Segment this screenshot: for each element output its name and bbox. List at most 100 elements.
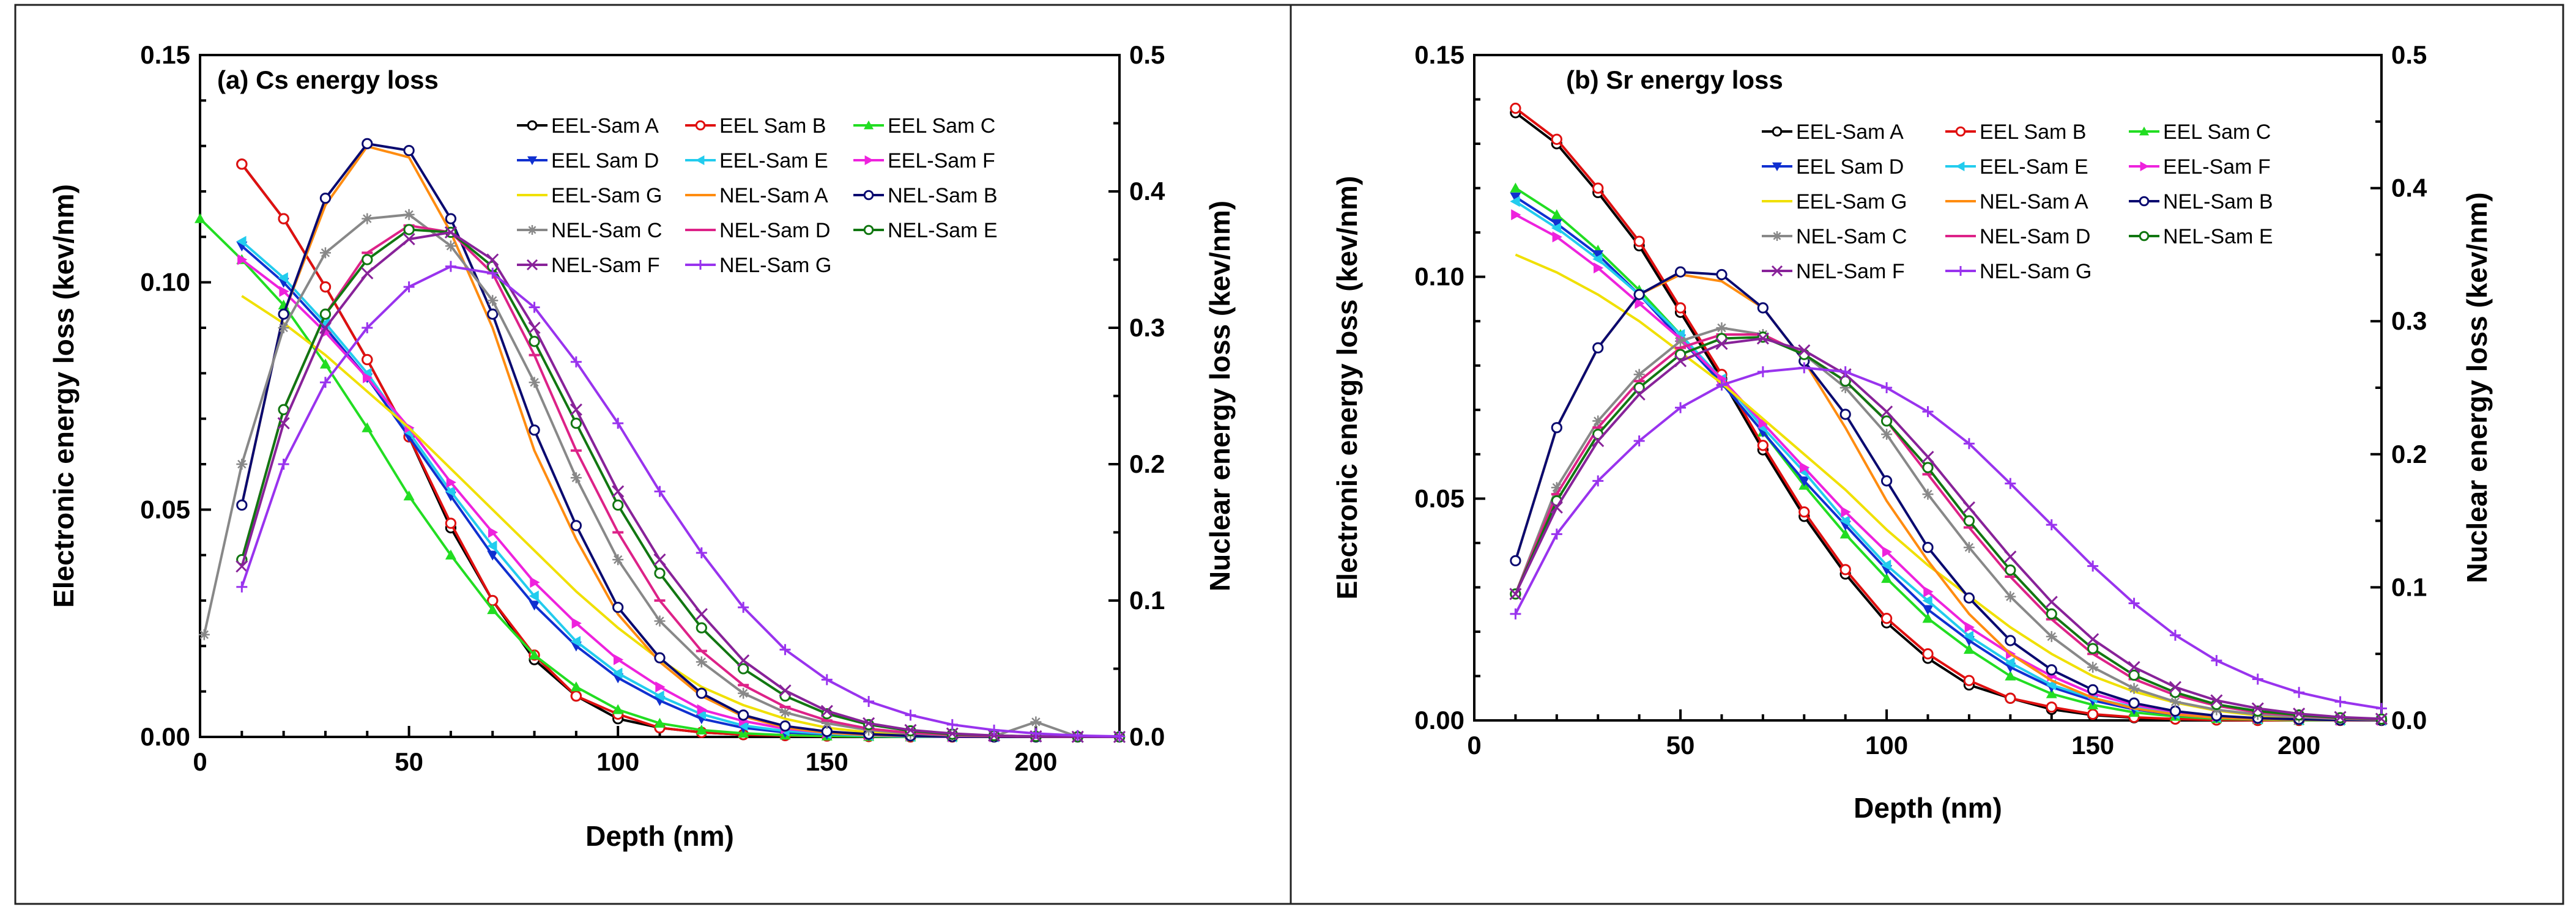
legend-marker <box>863 224 874 235</box>
y-axis-label: Electronic energy loss (kev/nm) <box>1331 176 1363 600</box>
y-tick-label: 0.05 <box>140 495 190 523</box>
series-eel-sam-f <box>1511 209 2387 726</box>
series-line <box>1514 333 2382 721</box>
legend-entry-nel-sam-g: NEL-Sam G <box>1945 260 2092 283</box>
data-point <box>319 358 331 369</box>
data-point <box>2005 657 2015 668</box>
legend-entry-nel-sam-d: NEL-Sam D <box>685 219 830 242</box>
data-point <box>570 403 582 416</box>
series-eel-sam-a <box>236 158 1126 743</box>
data-point <box>905 709 916 721</box>
data-point <box>1963 675 1975 686</box>
legend-marker <box>526 259 538 271</box>
data-point <box>1633 369 1645 380</box>
data-point <box>1674 355 1687 368</box>
data-point <box>236 499 248 511</box>
legend-marker <box>1771 265 1783 277</box>
data-point <box>1757 366 1769 377</box>
y-axis-label: Electronic energy loss (kev/nm) <box>48 184 80 608</box>
series-eel-sam-d <box>1510 192 2387 726</box>
data-point <box>1841 506 1851 518</box>
data-point <box>2169 705 2181 717</box>
data-point <box>2046 701 2057 713</box>
data-point <box>403 232 415 246</box>
data-point <box>1922 648 1934 660</box>
data-point <box>446 476 456 488</box>
series-eel-sam-c <box>1510 182 2387 725</box>
data-point <box>529 590 539 602</box>
legend-marker <box>527 120 538 131</box>
data-point <box>1551 222 1562 234</box>
chart-title: (a) Cs energy loss <box>217 65 439 94</box>
data-point <box>612 499 624 511</box>
data-point <box>612 554 624 566</box>
data-point <box>1800 462 1810 473</box>
legend-marker <box>2139 127 2149 136</box>
legend-label: EEL-Sam A <box>1796 120 1904 144</box>
legend-label: EEL-Sam G <box>551 184 662 207</box>
data-point <box>904 723 917 736</box>
data-point <box>2169 629 2181 641</box>
data-point <box>1839 564 1851 575</box>
data-point <box>403 281 415 293</box>
series-line <box>1515 253 2382 722</box>
data-point <box>1635 298 1645 309</box>
series-line <box>240 240 1119 738</box>
data-point <box>278 322 289 333</box>
y-tick-label: 0.00 <box>140 722 190 751</box>
y2-tick-label: 0.1 <box>1129 586 1165 615</box>
data-point <box>362 422 373 432</box>
data-point <box>1963 515 1975 527</box>
data-point <box>2045 596 2058 608</box>
data-point <box>530 577 540 588</box>
data-point <box>1922 462 1934 473</box>
data-point <box>2128 669 2140 681</box>
legend-label: EEL Sam C <box>888 114 995 138</box>
data-point <box>1922 613 1934 623</box>
data-point <box>528 321 541 335</box>
data-point <box>403 144 415 157</box>
series-line <box>240 224 1119 738</box>
data-point <box>779 720 791 732</box>
y-tick-label: 0.15 <box>1414 40 1464 69</box>
legend-marker <box>1772 231 1782 241</box>
panel-sr-energy-loss: 0 50 100 150 200 0.00 0.05 0.10 0.15 0.0 0.1 0.2 0.3… <box>1331 40 2493 824</box>
data-point <box>1633 388 1646 401</box>
data-point <box>737 709 749 721</box>
data-point <box>1798 506 1810 518</box>
series-line <box>1514 273 2382 722</box>
data-point <box>2087 661 2099 673</box>
data-point <box>362 213 373 224</box>
series-line <box>240 265 1120 738</box>
data-point <box>445 517 457 529</box>
data-point <box>2087 633 2099 646</box>
data-point <box>1962 501 1975 514</box>
legend-entry-eel-sam-e: EEL-Sam E <box>1945 155 2088 179</box>
data-point <box>278 308 289 320</box>
x-tick-label: 0 <box>193 747 207 776</box>
series-line <box>1514 337 2382 720</box>
x-tick-label: 50 <box>1666 731 1695 760</box>
x-tick-label: 150 <box>806 747 848 776</box>
legend-marker <box>527 225 537 235</box>
data-point <box>361 267 374 279</box>
data-point <box>1592 253 1603 265</box>
data-point <box>1510 608 1521 620</box>
data-point <box>487 308 499 320</box>
data-point <box>696 622 707 634</box>
data-point <box>570 690 582 702</box>
data-point <box>445 213 457 224</box>
data-point <box>570 417 582 429</box>
data-point <box>1633 235 1645 247</box>
data-point <box>2087 708 2099 720</box>
data-point <box>1880 475 1893 487</box>
data-point <box>695 608 708 621</box>
data-point <box>1510 102 1521 114</box>
legend-entry-eel-sam-d: EEL Sam D <box>1762 155 1904 179</box>
legend-entry-eel-sam-a: EEL-Sam A <box>517 114 659 138</box>
data-point <box>612 704 624 714</box>
data-point <box>487 295 499 306</box>
data-point <box>612 667 623 679</box>
legend-entry-nel-sam-f: NEL-Sam F <box>1762 260 1905 283</box>
data-point <box>612 602 624 613</box>
